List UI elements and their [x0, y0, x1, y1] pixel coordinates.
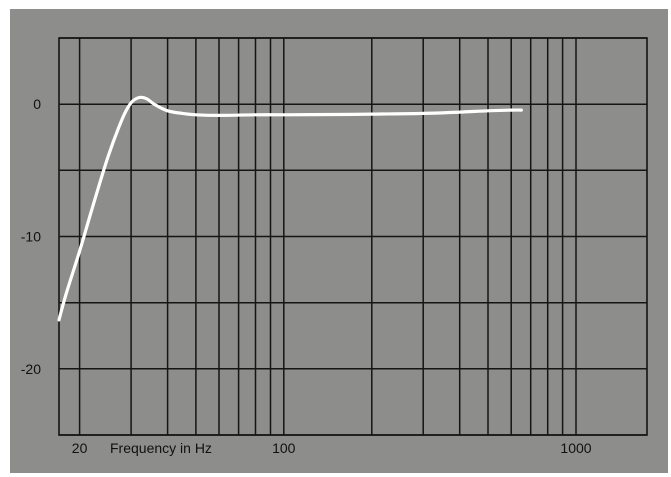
- x-axis-ticks: 20 100 1000: [72, 440, 592, 456]
- frequency-response-chart: 0 -10 -20 20 100 1000 Frequency in Hz: [10, 9, 668, 473]
- response-curve: [57, 95, 523, 322]
- x-axis-label: Frequency in Hz: [110, 440, 212, 456]
- y-tick-label: 0: [33, 96, 41, 112]
- chart-panel: 0 -10 -20 20 100 1000 Frequency in Hz: [10, 9, 668, 473]
- x-tick-label: 100: [272, 440, 296, 456]
- x-tick-label: 20: [72, 440, 88, 456]
- y-axis-ticks: 0 -10 -20: [21, 96, 41, 377]
- y-tick-label: -20: [21, 361, 41, 377]
- plot-area: [10, 9, 668, 473]
- series-layer: [57, 95, 523, 322]
- grid: [58, 37, 648, 436]
- y-tick-label: -10: [21, 229, 41, 245]
- x-tick-label: 1000: [560, 440, 591, 456]
